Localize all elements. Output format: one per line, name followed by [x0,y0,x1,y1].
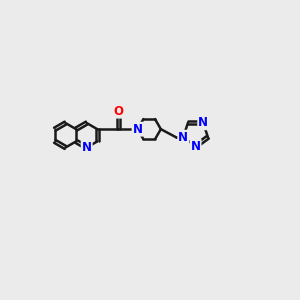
Text: N: N [133,123,142,136]
Text: N: N [178,131,188,144]
Text: N: N [82,141,92,154]
Text: N: N [190,140,201,153]
Text: O: O [113,105,124,118]
Text: N: N [198,116,208,129]
